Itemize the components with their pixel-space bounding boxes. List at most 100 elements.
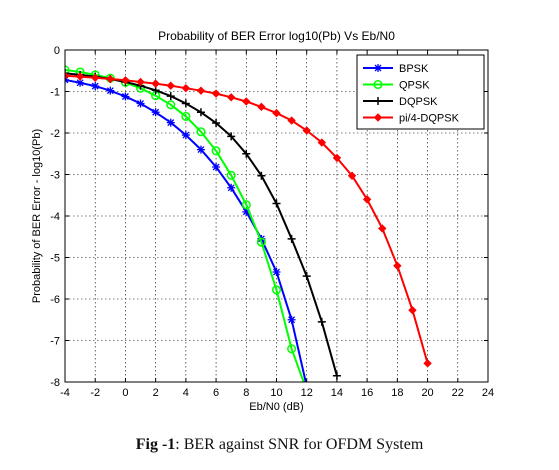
data-point: [373, 113, 383, 122]
legend-item: pi/4-DQPSK: [363, 113, 460, 125]
data-point: [256, 237, 266, 247]
data-point: [374, 64, 382, 72]
legend-label: DQPSK: [399, 96, 438, 108]
data-point: [196, 86, 206, 95]
data-point: [347, 171, 357, 180]
data-point: [271, 285, 282, 295]
x-tick-label: 2: [153, 387, 159, 399]
x-tick-label: 0: [122, 387, 128, 399]
data-point: [332, 153, 342, 163]
data-point: [151, 108, 160, 117]
data-point: [374, 97, 382, 105]
y-tick-label: -3: [50, 170, 60, 182]
data-point: [362, 195, 372, 204]
y-tick-label: -2: [50, 128, 60, 140]
series-line: [65, 68, 305, 382]
data-point: [393, 261, 402, 271]
legend-item: DQPSK: [363, 96, 438, 108]
data-point: [136, 77, 145, 87]
data-point: [196, 145, 205, 154]
data-point: [75, 72, 85, 81]
legend: BPSK QPSK DQPSK pi/4-DQPSK: [356, 54, 485, 130]
data-point: [287, 116, 296, 125]
data-point: [211, 89, 221, 98]
legend-label: pi/4-DQPSK: [399, 113, 460, 125]
data-point: [226, 93, 236, 102]
data-point: [227, 183, 236, 192]
data-point: [181, 131, 190, 140]
series-0: [65, 75, 307, 382]
data-point: [196, 108, 205, 117]
data-point: [378, 224, 387, 233]
y-tick-label: -1: [50, 87, 60, 99]
x-axis-title: Eb/N0 (dB): [249, 401, 303, 413]
x-tick-label: 20: [421, 387, 433, 399]
data-point: [166, 100, 176, 110]
data-point: [181, 83, 191, 93]
figure-caption: Fig -1: BER against SNR for OFDM System: [0, 436, 559, 454]
data-point: [76, 78, 85, 87]
y-tick-label: -6: [50, 294, 60, 306]
data-point: [212, 163, 221, 172]
data-point: [226, 170, 236, 180]
data-point: [166, 81, 175, 90]
x-tick-label: 22: [452, 387, 464, 399]
x-tick-label: 16: [361, 387, 373, 399]
x-tick-label: 14: [331, 387, 343, 399]
y-tick-label: 0: [54, 45, 60, 57]
x-tick-label: 10: [270, 387, 282, 399]
data-point: [196, 127, 206, 137]
ber-chart: Probability of BER Error log10(Pb) Vs Eb…: [31, 29, 495, 413]
legend-item: BPSK: [363, 63, 429, 75]
legend-item: QPSK: [363, 80, 430, 92]
data-point: [91, 73, 100, 83]
x-tick-label: -2: [90, 387, 100, 399]
x-tick-label: 4: [183, 387, 189, 399]
data-point: [65, 71, 70, 80]
data-point: [242, 207, 251, 216]
data-point: [408, 305, 417, 315]
data-point: [257, 171, 266, 180]
y-tick-label: -7: [50, 336, 60, 348]
data-point: [211, 146, 221, 156]
data-point: [257, 102, 266, 112]
data-point: [423, 359, 432, 368]
chart-title: Probability of BER Error log10(Pb) Vs Eb…: [158, 29, 395, 43]
data-point: [272, 108, 281, 118]
data-point: [317, 317, 326, 326]
data-point: [106, 74, 115, 84]
data-point: [166, 118, 175, 127]
data-point: [121, 76, 130, 85]
data-point: [287, 234, 296, 243]
data-point: [181, 111, 191, 121]
data-point: [373, 79, 383, 90]
x-tick-label: 6: [213, 387, 219, 399]
data-point: [272, 199, 281, 208]
caption-label: Fig -1: [135, 436, 176, 453]
x-tick-label: 18: [391, 387, 403, 399]
series-3: [65, 71, 432, 368]
series-layer: [65, 65, 432, 382]
legend-label: BPSK: [399, 63, 429, 75]
data-point: [65, 69, 69, 78]
y-tick-label: -5: [50, 253, 60, 265]
data-point: [212, 119, 221, 128]
x-tick-label: 8: [243, 387, 249, 399]
y-axis-title: Probability of BER Error - log10(Pb): [31, 129, 43, 303]
x-tick-label: 24: [482, 387, 494, 399]
data-point: [166, 92, 175, 101]
data-point: [136, 99, 145, 108]
data-point: [287, 315, 296, 324]
data-point: [302, 272, 311, 281]
data-point: [287, 344, 297, 354]
data-point: [302, 126, 311, 135]
data-point: [106, 86, 115, 95]
ticks: -4 -2 0 2 4 6 8 10 12 14 16 18 20 22 240-1-2-3-4-5-6-7…: [50, 45, 494, 399]
y-tick-label: -4: [50, 211, 60, 223]
data-point: [227, 132, 236, 141]
data-point: [91, 82, 100, 91]
legend-label: QPSK: [399, 80, 430, 92]
caption-text: : BER against SNR for OFDM System: [175, 436, 424, 453]
data-point: [242, 97, 251, 106]
